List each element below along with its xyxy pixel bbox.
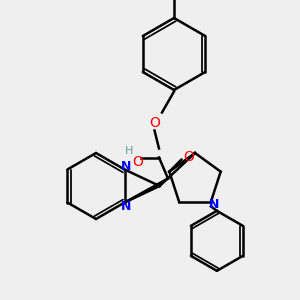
Text: N: N [121,160,131,173]
Text: N: N [121,200,131,214]
Text: H: H [125,146,133,157]
Text: O: O [133,155,143,169]
Text: O: O [149,116,160,130]
Text: N: N [209,198,219,211]
Text: O: O [183,150,194,164]
